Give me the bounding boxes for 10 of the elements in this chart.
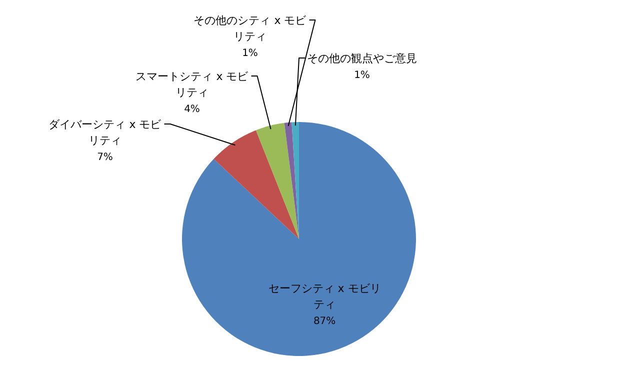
data-label: 87%: [313, 316, 336, 328]
slice-label: セーフシティ x モビリティ: [268, 282, 381, 312]
data-label: 7%: [97, 152, 113, 163]
slice-label: その他のシティ x モビリティ: [194, 14, 308, 43]
slice-label: スマートシティ x モビリティ: [136, 70, 250, 99]
data-label: 4%: [184, 104, 200, 115]
data-label: 1%: [354, 70, 370, 81]
slice-label: その他の観点やご意見: [307, 52, 417, 65]
data-label: 1%: [242, 48, 258, 59]
slice-label: ダイバーシティ x モビリティ: [48, 118, 162, 147]
